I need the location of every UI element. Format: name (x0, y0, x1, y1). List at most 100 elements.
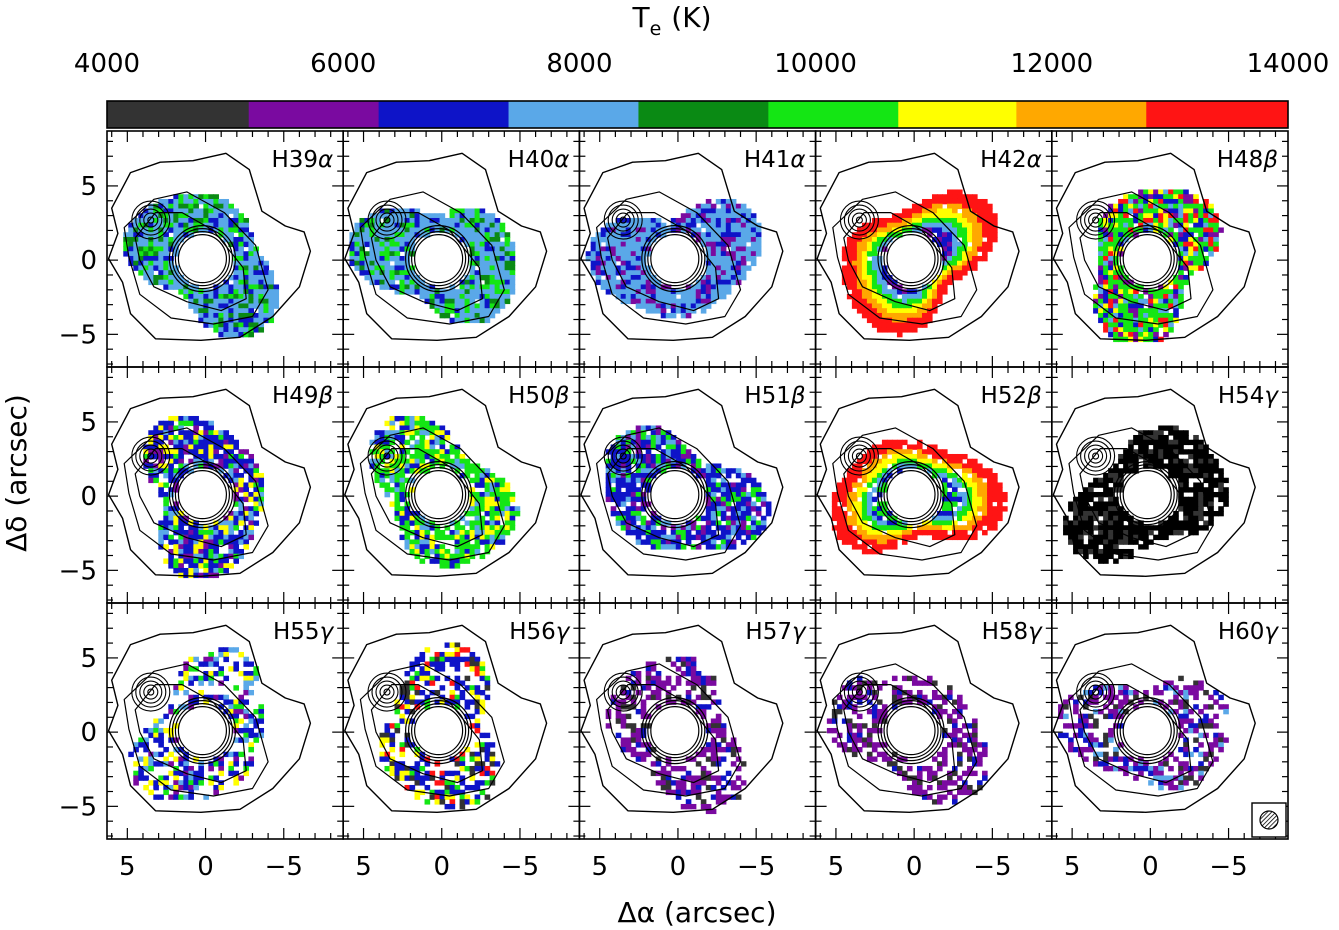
map-pixel (223, 198, 229, 205)
map-pixel (896, 327, 903, 333)
map-pixel (650, 217, 657, 224)
map-pixel (620, 284, 627, 290)
map-pixel (384, 420, 391, 427)
map-pixel (268, 308, 275, 314)
map-pixel (700, 284, 707, 290)
map-pixel (153, 251, 159, 257)
map-pixel (469, 289, 476, 295)
panel-label: H52β (981, 383, 1042, 409)
map-pixel (946, 203, 953, 210)
map-pixel (389, 217, 396, 224)
map-pixel (675, 544, 682, 550)
map-pixel (484, 510, 491, 517)
map-pixel (459, 539, 466, 545)
map-pixel (982, 222, 988, 229)
map-pixel (916, 303, 923, 309)
map-pixel (650, 534, 657, 541)
source-contour (855, 216, 863, 224)
map-pixel (710, 529, 717, 536)
map-pixel (248, 293, 255, 300)
map-pixel (203, 439, 209, 446)
map-pixel (861, 472, 868, 479)
map-pixel (1128, 322, 1134, 328)
map-pixel (364, 232, 371, 238)
map-pixel (133, 232, 139, 238)
map-pixel (399, 534, 406, 541)
map-pixel (489, 251, 496, 257)
map-pixel (484, 284, 491, 290)
map-pixel (992, 510, 998, 517)
map-pixel (248, 477, 255, 484)
map-pixel (921, 529, 928, 536)
map-pixel (655, 539, 662, 545)
map-pixel (871, 260, 878, 267)
map-pixel (198, 444, 204, 450)
panel-h50: H50β (342, 366, 581, 604)
map-pixel (866, 298, 873, 305)
map-pixel (504, 270, 511, 276)
map-pixel (148, 236, 154, 243)
map-pixel (419, 468, 426, 474)
map-pixel (188, 434, 194, 441)
map-pixel (615, 477, 622, 484)
map-pixel (695, 203, 702, 210)
map-pixel (1138, 303, 1144, 309)
map-pixel (1138, 308, 1144, 314)
central-contour (644, 464, 706, 526)
map-pixel (489, 213, 496, 219)
map-pixel (730, 487, 737, 493)
map-pixel (1123, 198, 1129, 205)
map-pixel (690, 458, 697, 465)
central-contour (641, 461, 709, 529)
map-pixel (1178, 217, 1184, 224)
map-pixel (419, 293, 426, 300)
map-pixel (163, 236, 169, 243)
map-pixel (1133, 284, 1139, 290)
map-pixel (881, 322, 888, 328)
map-pixel (1153, 327, 1159, 333)
map-pixel (1103, 322, 1109, 328)
map-pixel (248, 482, 255, 488)
map-pixel (1178, 232, 1184, 238)
map-pixel (871, 477, 878, 484)
map-pixel (439, 293, 446, 300)
map-pixel (926, 289, 933, 295)
map-pixel (720, 265, 727, 271)
map-pixel (233, 270, 239, 276)
map-pixel (941, 246, 948, 252)
map-pixel (715, 482, 722, 488)
map-pixel (464, 308, 471, 314)
map-pixel (163, 449, 169, 455)
map-pixel (886, 525, 893, 531)
map-pixel (404, 520, 411, 526)
map-pixel (258, 255, 265, 262)
map-pixel (921, 284, 928, 290)
map-pixel (424, 222, 431, 229)
map-pixel (851, 251, 858, 257)
map-pixel (1153, 308, 1159, 314)
map-pixel (173, 434, 179, 441)
colorbar-bin-8 (1146, 101, 1289, 128)
map-pixel (158, 270, 164, 276)
map-pixel (660, 430, 667, 436)
map-pixel (163, 270, 169, 276)
map-pixel (228, 327, 234, 333)
map-pixel (504, 251, 511, 257)
map-pixel (680, 534, 687, 541)
map-pixel (454, 553, 461, 560)
map-pixel (881, 284, 888, 290)
map-pixel (725, 534, 732, 541)
map-pixel (926, 529, 933, 536)
map-pixel (675, 217, 682, 224)
map-pixel (1118, 279, 1124, 286)
map-pixel (183, 439, 189, 446)
map-pixel (374, 251, 381, 257)
map-pixel (1093, 293, 1099, 300)
map-pixel (977, 227, 983, 233)
map-pixel (228, 274, 234, 281)
map-pixel (891, 525, 898, 531)
map-pixel (1128, 222, 1134, 229)
map-pixel (439, 563, 446, 569)
map-pixel (906, 444, 913, 450)
map-pixel (1103, 236, 1109, 243)
